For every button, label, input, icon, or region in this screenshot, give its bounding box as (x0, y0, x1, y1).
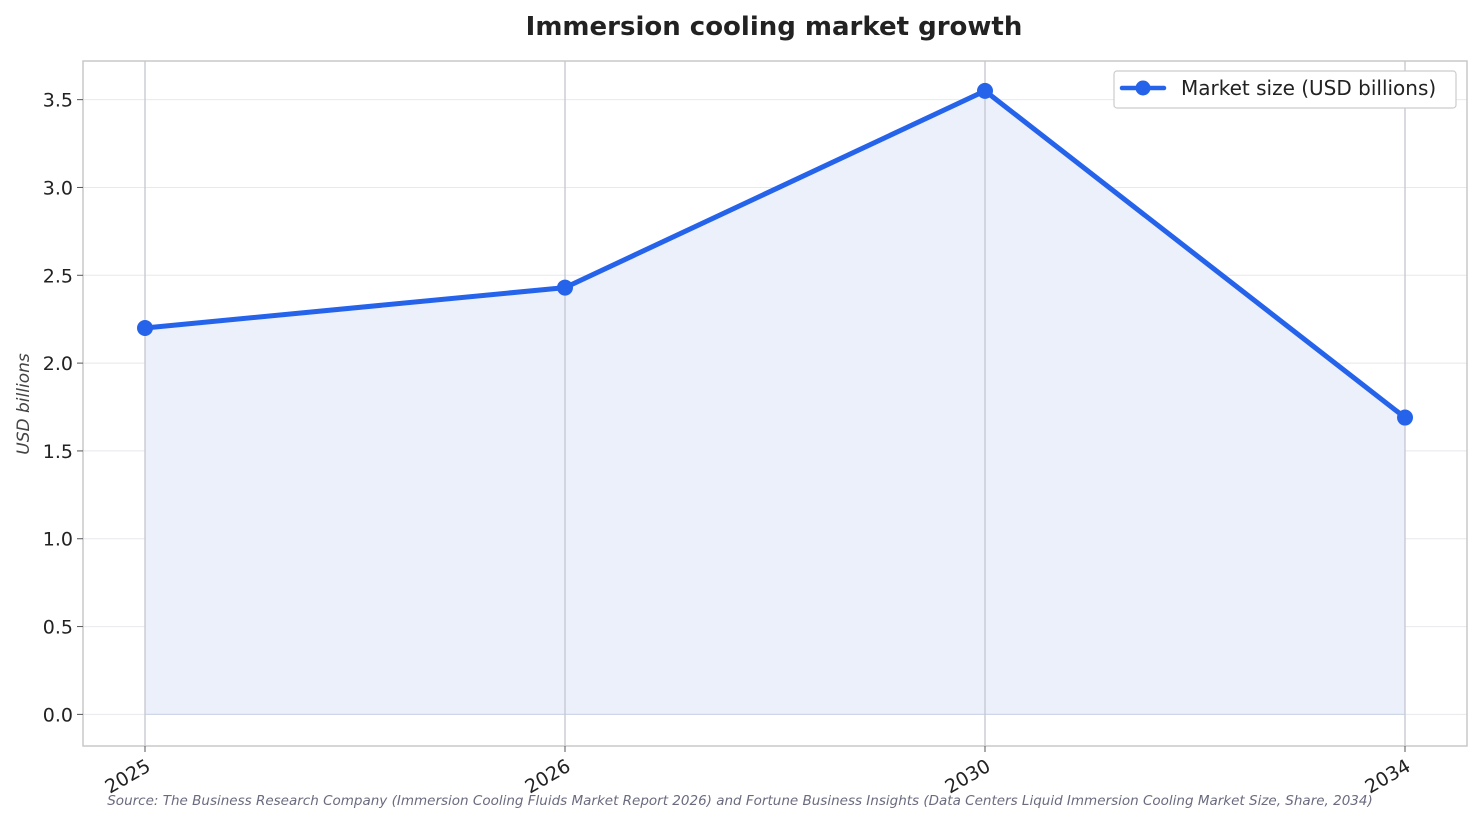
x-tick-label: 2030 (941, 755, 994, 798)
data-point (1397, 409, 1413, 426)
y-tick-label: 1.0 (43, 529, 73, 551)
data-point (137, 319, 153, 336)
legend-marker-swatch (1135, 80, 1151, 96)
y-tick-label: 3.5 (43, 90, 73, 112)
area-layer (145, 90, 1405, 715)
legend: Market size (USD billions) (1113, 70, 1457, 109)
legend-label: Market size (USD billions) (1181, 76, 1436, 100)
y-tick-label: 2.0 (43, 353, 73, 375)
y-tick-label: 1.5 (43, 441, 73, 463)
y-tick-label: 2.5 (43, 265, 73, 287)
x-axis-ticks: 2025 2026 2030 2034 (101, 746, 1414, 798)
y-tick-label: 0.0 (43, 704, 73, 726)
y-axis-ticks: 0.0 0.5 1.0 1.5 2.0 2.5 3.0 3.5 (43, 90, 83, 726)
x-tick-label: 2026 (521, 755, 574, 798)
x-tick-label: 2034 (1361, 755, 1414, 798)
x-tick-label: 2025 (101, 755, 154, 798)
chart-title: Immersion cooling market growth (526, 12, 1023, 42)
y-tick-label: 3.0 (43, 177, 73, 199)
source-note: Source: The Business Research Company (I… (107, 793, 1373, 809)
data-point-layer (137, 82, 1413, 426)
data-point (977, 82, 993, 99)
legend-box (1113, 70, 1457, 109)
vertical-guide-layer (144, 61, 1406, 746)
y-axis-label: USD billions (14, 353, 34, 455)
y-tick-label: 0.5 (43, 617, 73, 639)
series-line (142, 88, 1408, 421)
data-point (557, 279, 573, 296)
area-fill (145, 90, 1405, 715)
series-line-layer (142, 88, 1408, 421)
plot-frame (82, 60, 1468, 747)
